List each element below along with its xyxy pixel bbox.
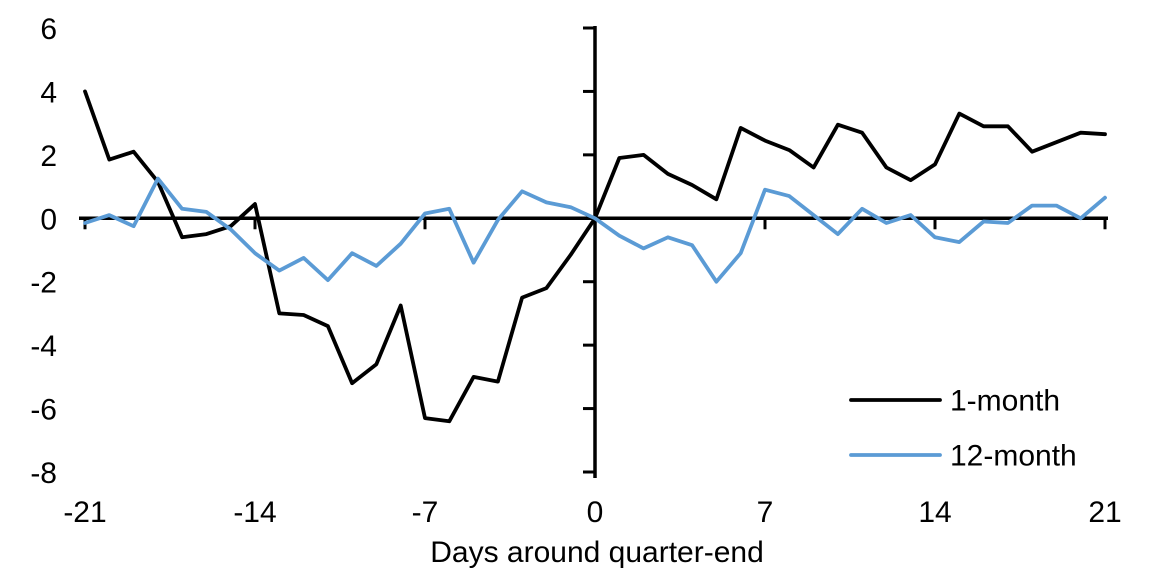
legend: 1-month 12-month xyxy=(849,385,1077,473)
y-tick-label: 2 xyxy=(40,140,57,173)
legend-label-12-month: 12-month xyxy=(950,440,1077,473)
plot-series xyxy=(83,89,1107,424)
x-tick-label: 14 xyxy=(918,496,951,529)
x-tick-label: -21 xyxy=(63,496,106,529)
y-tick-label: -8 xyxy=(30,457,57,490)
legend-label-1-month: 1-month xyxy=(950,385,1060,418)
x-tick-label: -7 xyxy=(412,496,439,529)
tick-labels: -21 -14 -7 0 7 14 21 6 4 2 0 -2 -4 -6 -8 xyxy=(30,13,1121,529)
y-tick-label: -2 xyxy=(30,267,57,300)
x-tick-label: 21 xyxy=(1088,496,1121,529)
y-tick-label: -4 xyxy=(30,330,57,363)
y-tick-label: 6 xyxy=(40,13,57,46)
series-line-12-month xyxy=(83,176,1107,284)
x-tick-label: -14 xyxy=(233,496,276,529)
x-axis-title: Days around quarter-end xyxy=(430,536,764,569)
y-tick-label: 0 xyxy=(40,203,57,236)
x-tick-label: 0 xyxy=(587,496,604,529)
y-tick-label: 4 xyxy=(40,76,57,109)
y-tick-label: -6 xyxy=(30,394,57,427)
x-tick-label: 7 xyxy=(757,496,774,529)
